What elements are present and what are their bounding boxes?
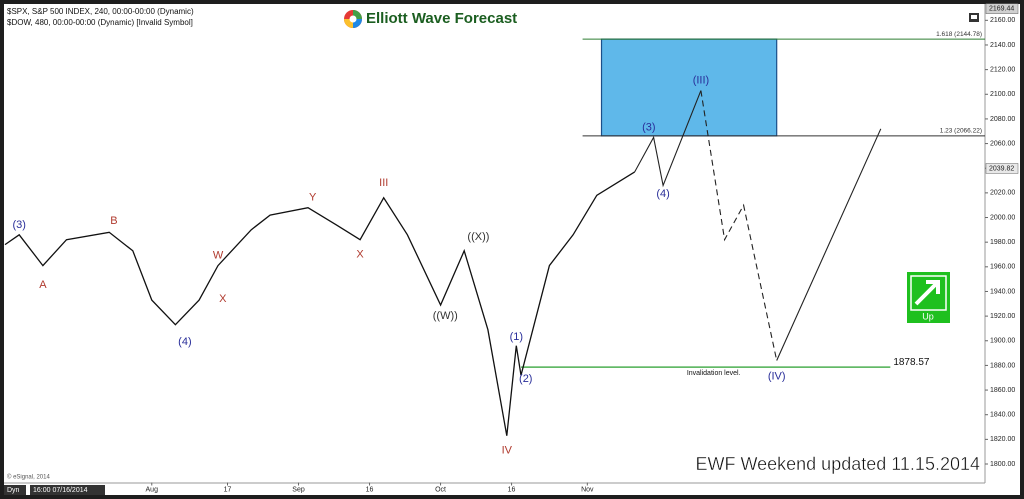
y-tick-label: 2160.00 bbox=[990, 17, 1015, 24]
x-tick-label: 17 bbox=[224, 486, 232, 493]
fib-level-label: 1.23 (2066.22) bbox=[940, 128, 982, 135]
price-line bbox=[4, 171, 636, 436]
wave-label: (4) bbox=[178, 336, 191, 348]
invalidation-text: Invalidation level. bbox=[687, 370, 741, 377]
up-arrow bbox=[914, 280, 940, 306]
wave-label: X bbox=[356, 248, 364, 260]
wave-label: (3) bbox=[12, 219, 25, 231]
wave-label: B bbox=[110, 215, 117, 227]
header-line: $DOW, 480, 00:00-00:00 (Dynamic) [Invali… bbox=[7, 18, 193, 27]
projection-line bbox=[776, 128, 882, 361]
wave-label: III bbox=[379, 177, 388, 189]
mode-label: Dyn bbox=[7, 487, 20, 494]
y-tick-label: 2080.00 bbox=[990, 116, 1015, 123]
x-tick-label: Aug bbox=[146, 486, 159, 493]
logo-icon-center bbox=[349, 15, 357, 23]
price-label-box bbox=[985, 163, 1019, 174]
wave-label: IV bbox=[502, 444, 513, 456]
y-tick-label: 2060.00 bbox=[990, 140, 1015, 147]
wave-label: W bbox=[213, 250, 224, 262]
y-tick-label: 2140.00 bbox=[990, 42, 1015, 49]
projection-line bbox=[700, 90, 778, 361]
y-tick-label: 1840.00 bbox=[990, 412, 1015, 419]
up-button[interactable]: Up bbox=[907, 272, 950, 323]
y-tick-label: 1940.00 bbox=[990, 288, 1015, 295]
cursor-label: 16:00 07/16/2014 bbox=[33, 487, 88, 494]
y-tick-label: 2100.00 bbox=[990, 91, 1015, 98]
cursor-box bbox=[30, 485, 105, 495]
wave-label: (IV) bbox=[768, 370, 786, 382]
y-tick-label: 1920.00 bbox=[990, 313, 1015, 320]
x-tick-label: Oct bbox=[435, 486, 446, 493]
wave-label: (1) bbox=[510, 331, 523, 343]
projection-line bbox=[634, 90, 702, 188]
price-label: 2169.44 bbox=[989, 6, 1014, 13]
y-tick-label: 1880.00 bbox=[990, 362, 1015, 369]
y-tick-label: 2000.00 bbox=[990, 214, 1015, 221]
y-tick-label: 1800.00 bbox=[990, 461, 1015, 468]
chart-background bbox=[4, 4, 1020, 495]
y-tick-label: 1900.00 bbox=[990, 338, 1015, 345]
wave-label: ((W)) bbox=[433, 310, 458, 322]
y-tick-label: 2020.00 bbox=[990, 190, 1015, 197]
wave-label: X bbox=[219, 293, 227, 305]
y-tick-label: 1960.00 bbox=[990, 264, 1015, 271]
x-tick-label: Nov bbox=[581, 486, 594, 493]
price-label: 2039.82 bbox=[989, 165, 1014, 172]
x-tick-label: Sep bbox=[292, 486, 305, 493]
logo-text: Elliott Wave Forecast bbox=[366, 10, 517, 27]
wave-label: A bbox=[39, 279, 47, 291]
wave-label: Y bbox=[309, 192, 317, 204]
wave-label: ((X)) bbox=[467, 231, 489, 243]
y-tick-label: 1820.00 bbox=[990, 436, 1015, 443]
footer-text: EWF Weekend updated 11.15.2014 bbox=[695, 454, 980, 474]
maximize-icon-inner bbox=[971, 15, 977, 19]
wave-label: (4) bbox=[656, 188, 669, 200]
fib-level-label: 1.618 (2144.78) bbox=[936, 31, 982, 38]
marks: 1.618 (2144.78) 1.23 (2066.22) 1878.57 Inva… bbox=[4, 3, 1019, 493]
x-tick-label: 16 bbox=[508, 486, 516, 493]
copyright: © eSignal, 2014 bbox=[7, 474, 50, 481]
logo: Elliott Wave Forecast bbox=[344, 10, 517, 28]
mode-box bbox=[4, 485, 26, 495]
up-button-frame bbox=[910, 275, 947, 311]
y-tick-label: 1860.00 bbox=[990, 387, 1015, 394]
y-tick-label: 2120.00 bbox=[990, 66, 1015, 73]
x-tick-label: 16 bbox=[366, 486, 374, 493]
wave-label: (III) bbox=[693, 75, 710, 87]
up-button-label: Up bbox=[922, 311, 934, 321]
price-label-box bbox=[985, 3, 1019, 14]
invalidation-value: 1878.57 bbox=[893, 357, 930, 368]
wave-label: (2) bbox=[519, 373, 532, 385]
wave-label: (3) bbox=[642, 121, 655, 133]
y-tick-label: 1980.00 bbox=[990, 239, 1015, 246]
header-line: $SPX, S&P 500 INDEX, 240, 00:00-00:00 (D… bbox=[7, 7, 194, 16]
